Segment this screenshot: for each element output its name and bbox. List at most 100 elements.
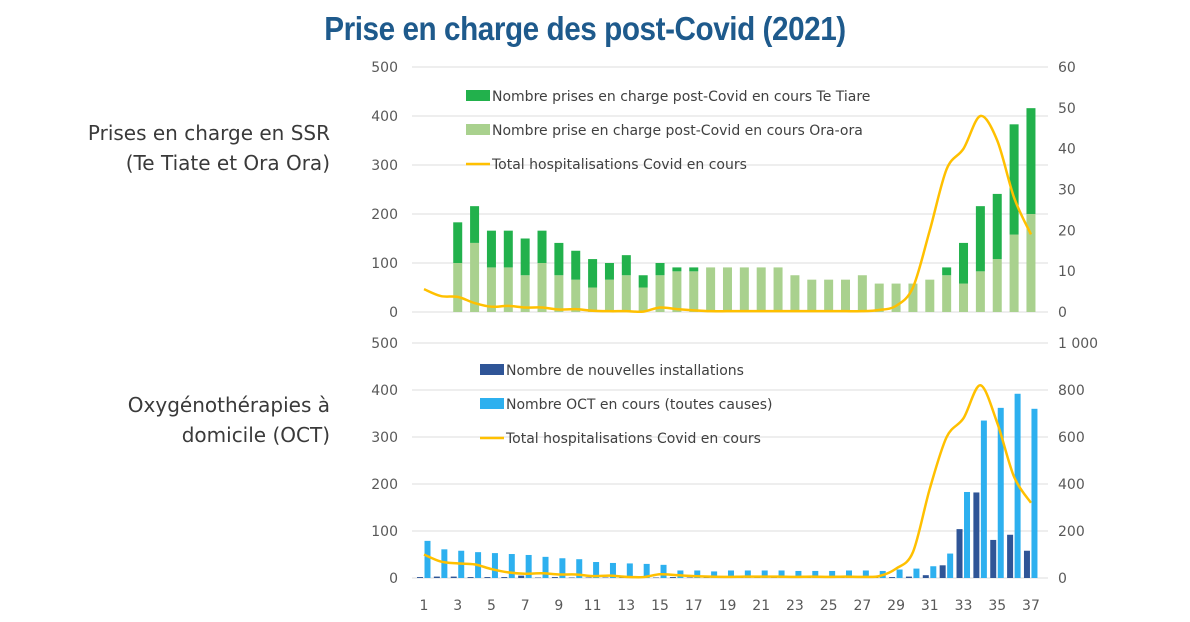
chart1-bar-ora-ora: [959, 283, 969, 312]
chart1-bar-ora-ora: [739, 267, 749, 312]
chart2-x-tick: 29: [887, 598, 905, 614]
chart2-bar-oct-ongoing: [947, 553, 954, 578]
chart1-bar-te-tiare: [554, 242, 564, 276]
chart1-bar-te-tiare: [537, 230, 547, 263]
chart1-bar-ora-ora: [942, 275, 952, 312]
chart1-bar-ora-ora: [706, 267, 716, 312]
chart1-y2-tick: 10: [1058, 264, 1076, 280]
chart1-bar-ora-ora: [841, 279, 850, 312]
chart2-x-tick: 13: [617, 598, 635, 614]
chart2-y2-tick: 0: [1058, 571, 1067, 587]
chart2-bar-new-installations: [518, 575, 525, 578]
chart1-line-hospitalisations: [423, 114, 1033, 314]
chart2-bar-new-installations: [433, 576, 440, 578]
chart2-x-tick: 5: [487, 598, 496, 614]
chart2-bar-oct-ongoing: [964, 491, 971, 578]
chart2-bar-new-installations: [939, 565, 946, 578]
chart1-bar-ora-ora: [874, 283, 884, 312]
chart2-y-tick: 100: [371, 524, 398, 540]
chart1-bar-ora-ora: [503, 267, 513, 312]
chart2-bar-oct-ongoing: [711, 571, 718, 578]
chart2-bar-oct-ongoing: [913, 568, 920, 578]
chart1-bar-te-tiare: [520, 238, 530, 276]
chart2-x-tick: 37: [1022, 598, 1040, 614]
chart1-bar-te-tiare: [486, 230, 496, 268]
chart2-bar-oct-ongoing: [744, 570, 751, 578]
chart1-bar-ora-ora: [571, 279, 581, 312]
chart2-bar-new-installations: [450, 576, 457, 578]
chart1-bar-ora-ora: [908, 283, 918, 312]
chart1-bar-ora-ora: [453, 263, 463, 312]
chart2-bar-oct-ongoing: [896, 569, 903, 578]
chart1-y-tick: 100: [371, 256, 398, 272]
chart1-bar-ora-ora: [891, 283, 901, 312]
chart2-bar-oct-ongoing: [829, 570, 836, 578]
chart2-bar-oct-ongoing: [862, 570, 869, 578]
chart1-y-tick: 200: [371, 207, 398, 223]
chart1-bar-ora-ora: [655, 275, 665, 312]
chart2-bar-new-installations: [1023, 550, 1030, 578]
chart2-x-tick: 15: [651, 598, 669, 614]
chart1-bar-te-tiare: [638, 275, 648, 288]
top-chart-side-label: Prises en charge en SSR (Te Tiate et Ora…: [88, 118, 330, 178]
chart1-bar-ora-ora: [520, 275, 530, 312]
chart1-bar-ora-ora: [554, 275, 564, 312]
chart2-bar-new-installations: [973, 492, 980, 578]
chart2-bar-new-installations: [922, 575, 929, 578]
top-side-label-line-2: (Te Tiate et Ora Ora): [125, 151, 330, 175]
chart1-bar-ora-ora: [689, 271, 699, 312]
chart2-bar-oct-ongoing: [1031, 408, 1038, 578]
chart2-y-tick: 400: [371, 383, 398, 399]
bottom-side-label-line-2: domicile (OCT): [181, 423, 330, 447]
chart1-y2-tick: 20: [1058, 223, 1076, 239]
chart2-bar-oct-ongoing: [508, 554, 515, 578]
chart1-bar-ora-ora: [807, 279, 817, 312]
chart2-bar-new-installations: [484, 577, 491, 578]
chart2-bar-new-installations: [990, 539, 997, 578]
chart1-bar-te-tiare: [503, 230, 513, 268]
chart2-bar-new-installations: [956, 529, 963, 578]
chart2-x-tick: 17: [685, 598, 703, 614]
chart1-y2-tick: 50: [1058, 101, 1076, 117]
chart2-y2-tick: 800: [1058, 383, 1085, 399]
chart1-bar-ora-ora: [588, 287, 598, 312]
chart2-bar-oct-ongoing: [441, 549, 448, 578]
chart2-x-tick: 31: [921, 598, 939, 614]
chart2-x-tick: 9: [554, 598, 563, 614]
chart1-bar-te-tiare: [672, 267, 682, 272]
chart2-y2-tick: 400: [1058, 477, 1085, 493]
chart1-bar-ora-ora: [722, 267, 732, 312]
chart1-bar-te-tiare: [1026, 108, 1036, 214]
chart1-bar-ora-ora: [824, 279, 834, 312]
chart2-bar-oct-ongoing: [778, 570, 785, 578]
chart2-bar-oct-ongoing: [643, 563, 650, 578]
chart2-bar-oct-ongoing: [930, 566, 937, 578]
chart2-y2-tick: 1 000: [1058, 336, 1098, 352]
chart1-bar-te-tiare: [453, 222, 463, 263]
chart1-bar-ora-ora: [857, 275, 867, 312]
chart1-y2-tick: 0: [1058, 305, 1067, 321]
chart2-bar-new-installations: [467, 577, 474, 578]
chart1-y-tick: 300: [371, 158, 398, 174]
chart1-bar-ora-ora: [604, 279, 614, 312]
chart1-bar-ora-ora: [537, 263, 547, 312]
chart1-bar-te-tiare: [959, 242, 969, 284]
chart2-bar-oct-ongoing: [525, 554, 532, 578]
chart1-bar-te-tiare: [604, 263, 614, 280]
chart2-bar-oct-ongoing: [761, 570, 768, 578]
chart2-bar-oct-ongoing: [727, 570, 734, 578]
chart2-line-hospitalisations: [423, 384, 1033, 579]
chart2-y-tick: 0: [389, 571, 398, 587]
chart2-bar-new-installations: [1007, 534, 1014, 578]
chart1-bar-ora-ora: [1026, 214, 1036, 312]
chart2-bar-new-installations: [889, 577, 896, 578]
page-title: Prise en charge des post-Covid (2021): [324, 10, 846, 47]
chart2-bar-oct-ongoing: [846, 570, 852, 578]
chart2-bar-new-installations: [551, 577, 558, 578]
chart2-bar-oct-ongoing: [694, 570, 701, 578]
chart1-bar-ora-ora: [992, 259, 1002, 312]
chart1-bar-te-tiare: [975, 206, 985, 272]
chart1-bar-te-tiare: [588, 259, 598, 288]
chart1-legend-swatch: [466, 124, 490, 135]
